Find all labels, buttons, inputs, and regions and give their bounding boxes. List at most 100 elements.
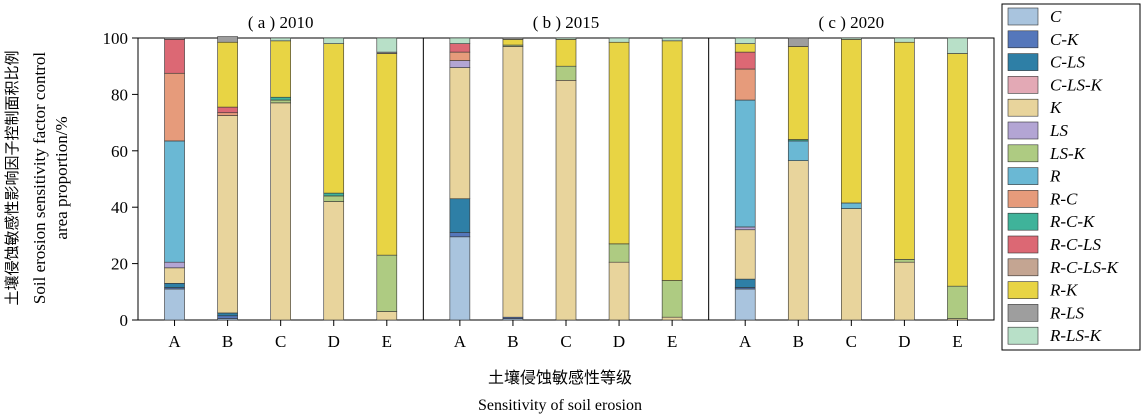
bar-segment-r-ls-k <box>734 37 756 44</box>
legend-label: LS <box>1049 121 1068 140</box>
legend-label: C-K <box>1050 30 1080 49</box>
legend-swatch <box>1007 190 1039 208</box>
legend-label: C-LS-K <box>1050 75 1104 94</box>
bar-segment-r-k <box>270 40 291 98</box>
legend-label: C-LS <box>1050 53 1085 72</box>
legend-label: R <box>1049 167 1061 186</box>
bar-segment-ls-k <box>376 254 398 312</box>
bar-segment-r-ls <box>217 36 238 43</box>
legend-label: R-LS-K <box>1049 326 1103 345</box>
legend-swatch <box>1007 258 1039 277</box>
legend-swatch <box>1007 281 1039 299</box>
legend-label: R-C-LS-K <box>1049 258 1120 277</box>
bar-segment-r <box>164 140 185 263</box>
x-tick-label: B <box>222 332 233 351</box>
bar-segment-k <box>555 80 577 321</box>
x-tick-label: B <box>793 332 804 351</box>
bar-segment-c <box>734 288 756 321</box>
y-tick-label: 20 <box>111 255 128 274</box>
legend-swatch <box>1007 304 1039 322</box>
bar-segment-r-c-ls <box>217 106 238 114</box>
bar-segment-r-k <box>894 41 915 260</box>
bar-segment-r-k <box>661 40 683 281</box>
legend-swatch <box>1007 7 1039 26</box>
x-tick-label: D <box>613 332 625 351</box>
x-tick-label: D <box>328 332 340 351</box>
bar-segment-ls <box>164 261 185 269</box>
panels-layer: ( a ) 2010 A B C D E ( b ) 2015 A B C D E ( c ) 2020… <box>164 13 968 351</box>
legend-label: K <box>1049 98 1063 117</box>
bar-segment-c-ls <box>734 278 756 288</box>
legend-swatch <box>1007 167 1039 185</box>
bar-segment-c <box>164 288 185 321</box>
bar-segment-ls <box>734 226 756 231</box>
x-tick-label: C <box>846 332 857 351</box>
legend-label: R-LS <box>1049 303 1085 322</box>
x-tick-label: E <box>667 332 677 351</box>
bar-segment-r-ls-k <box>270 37 291 42</box>
bar-segment-r-k <box>841 39 862 204</box>
bar-segment-r-c-k <box>270 96 291 101</box>
bar-segment-k <box>661 316 683 321</box>
bar-segment-r-ls <box>164 37 185 40</box>
x-tick-label: B <box>507 332 518 351</box>
bar-segment-r-ls-k <box>449 37 471 44</box>
legend: C C-K C-LS C-LS-K K LS LS-K R R-C R-C-K R-C-LS R-C-… <box>1007 7 1120 345</box>
legend-swatch <box>1007 53 1039 71</box>
legend-swatch <box>1007 30 1039 49</box>
bar-segment-r-k <box>217 41 238 108</box>
x-axis-title-cn: 土壤侵蚀敏感性等级 <box>488 368 632 387</box>
panel-title: ( c ) 2020 <box>819 13 885 32</box>
bar-segment-c-k <box>217 315 238 319</box>
bar-segment-r-k <box>734 43 756 53</box>
y-tick-label: 100 <box>103 29 129 48</box>
bar-segment-k <box>734 229 756 280</box>
bar-segment-r-ls-k <box>841 37 862 40</box>
panel-title: ( a ) 2010 <box>248 13 314 32</box>
legend-swatch <box>1007 235 1039 254</box>
bar-segment-ls-k <box>270 99 291 104</box>
legend-swatch <box>1007 212 1039 231</box>
bar-segment-r-ls <box>502 37 524 40</box>
bar-segment-ls-k <box>608 243 630 263</box>
bar-segment-k <box>502 46 524 318</box>
bar-segment-r-ls-k <box>608 37 630 43</box>
bar-segment-r-k <box>376 53 398 256</box>
legend-label: R-C-LS <box>1049 235 1102 254</box>
bar-segment-r-ls-k <box>323 37 345 44</box>
bar-segment-r-c-ls <box>449 43 471 53</box>
x-tick-label: C <box>560 332 571 351</box>
bar-segment-k <box>894 261 915 321</box>
legend-label: R-C-K <box>1049 212 1096 231</box>
y-axis-title-en-line2: area proportion/% <box>52 116 71 239</box>
bar-segment-r-k <box>787 46 809 140</box>
legend-label: R-C <box>1049 189 1078 208</box>
legend-label: R-K <box>1049 281 1079 300</box>
panel-title: ( b ) 2015 <box>533 13 600 32</box>
bar-segment-k <box>449 67 471 200</box>
bar-segment-r-ls-k <box>376 37 398 53</box>
x-tick-label: E <box>382 332 392 351</box>
bar-segment-r-ls <box>787 37 809 47</box>
legend-swatch <box>1007 326 1039 345</box>
legend-swatch <box>1007 98 1039 117</box>
bar-segment-r <box>787 140 809 161</box>
bar-segment-ls-k <box>323 195 345 202</box>
bar-segment-r-ls-k <box>894 37 915 43</box>
bar-segment-ls-k <box>555 65 577 81</box>
y-axis-title-cn: 土壤侵蚀敏感性影响因子控制面积比例 <box>3 50 21 305</box>
bar-segment-k <box>787 160 809 321</box>
bar-segment-r-ls-k <box>947 37 968 54</box>
bar-segment-c <box>449 236 471 321</box>
bar-segment-k <box>841 208 862 321</box>
bar-segment-r <box>841 202 862 209</box>
bar-segment-r-c <box>449 51 471 61</box>
bar-segment-c-k <box>449 232 471 238</box>
legend-label: C <box>1050 7 1062 26</box>
x-tick-label: A <box>739 332 752 351</box>
x-tick-label: C <box>275 332 286 351</box>
legend-swatch <box>1007 144 1039 163</box>
bar-segment-r-k <box>323 43 345 194</box>
bar-segment-c-ls <box>217 312 238 317</box>
bar-segment-k <box>164 267 185 284</box>
